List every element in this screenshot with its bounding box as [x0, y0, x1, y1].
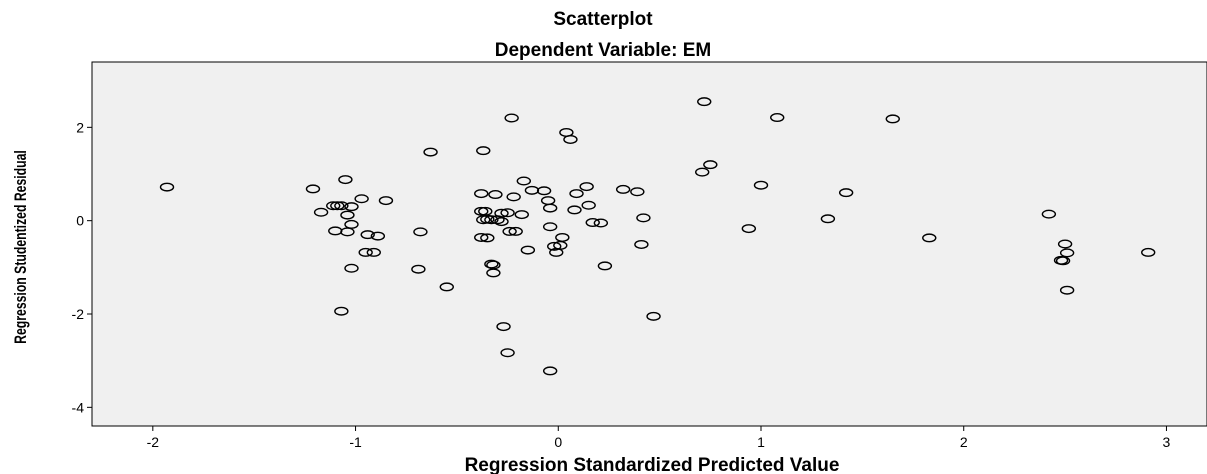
data-point	[330, 201, 345, 211]
data-point	[480, 233, 495, 243]
data-point	[585, 218, 600, 228]
plot-area	[91, 61, 1207, 427]
data-points	[159, 97, 1156, 376]
data-point	[508, 226, 523, 236]
data-point	[305, 184, 321, 194]
data-point	[344, 219, 359, 229]
data-point	[484, 215, 499, 225]
x-tick-label: 2	[960, 434, 968, 450]
data-point	[569, 189, 584, 199]
y-tick-label: 2	[76, 119, 84, 135]
data-point	[646, 311, 661, 321]
data-point	[820, 214, 836, 224]
data-point	[1057, 239, 1073, 249]
data-point	[514, 210, 529, 220]
data-point	[159, 182, 175, 192]
data-point	[439, 282, 454, 292]
data-point	[334, 306, 349, 316]
data-point	[581, 200, 596, 210]
data-point	[524, 185, 540, 195]
data-point	[563, 134, 578, 144]
x-axis-label: Regression Standardized Predicted Value	[465, 455, 840, 474]
data-point	[567, 205, 582, 215]
data-point	[753, 180, 769, 190]
data-point	[411, 264, 426, 274]
data-point	[484, 259, 499, 269]
data-point	[506, 192, 521, 202]
data-point	[494, 208, 509, 218]
data-point	[504, 113, 519, 123]
data-point	[1059, 248, 1075, 258]
x-tick-label: 1	[757, 434, 765, 450]
data-point	[378, 196, 394, 206]
data-point	[703, 160, 718, 170]
data-point	[358, 247, 373, 257]
data-point	[488, 190, 503, 200]
data-point	[502, 226, 517, 236]
data-point	[549, 247, 564, 257]
data-point	[476, 146, 491, 156]
x-tick-label: 3	[1163, 434, 1171, 450]
data-point	[334, 201, 349, 211]
data-point	[326, 201, 341, 211]
data-point	[838, 188, 854, 198]
data-point	[1059, 285, 1075, 295]
data-point	[1141, 247, 1156, 257]
data-point	[597, 261, 613, 271]
data-point	[413, 227, 428, 237]
data-point	[474, 232, 489, 242]
data-point	[500, 208, 515, 218]
data-point	[516, 176, 532, 186]
data-point	[555, 232, 570, 242]
y-tick-label: -4	[72, 399, 85, 415]
data-point	[922, 233, 937, 243]
data-point	[354, 194, 369, 204]
data-point	[486, 268, 501, 278]
data-point	[366, 247, 381, 257]
data-point	[344, 202, 359, 212]
data-point	[370, 231, 386, 241]
data-point	[344, 263, 359, 273]
data-point	[741, 224, 757, 234]
data-point	[500, 348, 515, 358]
data-point	[340, 210, 355, 220]
x-tick-label: -1	[349, 434, 362, 450]
data-point	[636, 213, 651, 223]
data-point	[474, 206, 489, 216]
data-point	[542, 203, 558, 213]
x-tick-label: 0	[554, 434, 562, 450]
y-axis: 2 0 -2 -4	[72, 119, 92, 415]
data-point	[360, 230, 375, 240]
data-point	[494, 217, 509, 227]
data-point	[593, 218, 609, 228]
data-point	[423, 147, 438, 157]
data-point	[634, 239, 649, 249]
data-point	[1041, 209, 1057, 219]
data-point	[496, 322, 511, 332]
data-point	[885, 114, 900, 124]
data-point	[542, 366, 558, 376]
data-point	[630, 187, 645, 197]
data-point	[536, 186, 552, 196]
chart-title: Scatterplot	[553, 9, 653, 30]
data-point	[697, 97, 712, 107]
data-point	[770, 113, 785, 123]
chart-subtitle: Dependent Variable: EM	[495, 40, 711, 61]
data-point	[547, 241, 562, 251]
data-point	[542, 222, 558, 232]
data-point	[474, 189, 489, 199]
y-axis-label: Regression Studentized Residual	[12, 150, 30, 344]
data-point	[695, 167, 710, 177]
data-point	[520, 245, 536, 255]
x-axis: -2 -1 0 1 2 3	[147, 426, 1171, 450]
data-point	[579, 182, 594, 192]
data-point	[313, 207, 329, 217]
data-point	[1055, 256, 1071, 266]
data-point	[615, 184, 631, 194]
data-point	[338, 175, 353, 185]
y-tick-label: 0	[76, 213, 84, 229]
x-tick-label: -2	[147, 434, 160, 450]
y-tick-label: -2	[72, 306, 85, 322]
